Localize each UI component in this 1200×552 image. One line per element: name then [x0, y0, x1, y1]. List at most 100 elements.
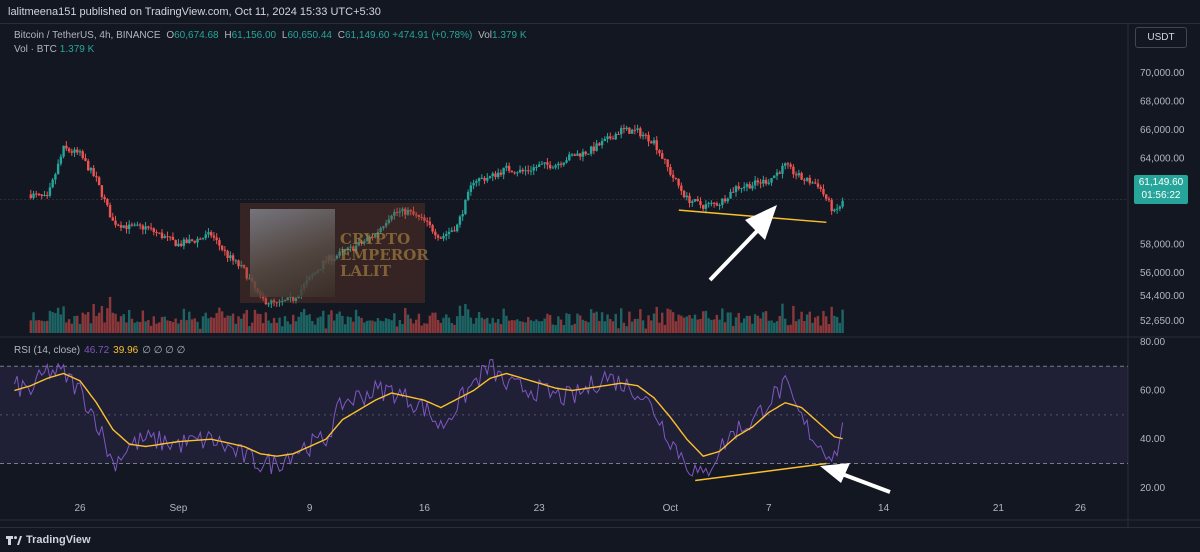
volume-bar	[540, 321, 544, 333]
candle	[718, 205, 721, 207]
candle	[48, 187, 52, 196]
candle	[70, 151, 73, 153]
candle	[666, 159, 669, 168]
volume-bar	[650, 320, 653, 333]
candle	[483, 177, 486, 181]
volume-bar	[417, 313, 421, 333]
candle	[781, 165, 784, 174]
volume-bar	[693, 314, 697, 333]
candle	[606, 136, 609, 140]
volume-bar	[745, 315, 749, 333]
tradingview-logo-icon[interactable]	[6, 528, 22, 552]
candle	[248, 278, 251, 280]
candle	[710, 202, 713, 204]
candle	[130, 224, 134, 226]
candle	[740, 187, 743, 189]
volume-bar	[138, 322, 142, 333]
time-axis-tick: 23	[534, 503, 546, 514]
volume-bar	[584, 320, 587, 333]
candle	[598, 143, 601, 146]
volume-bar	[37, 320, 41, 333]
candle	[387, 219, 391, 224]
volume-bar	[781, 303, 784, 333]
candle	[734, 186, 738, 192]
volume-bar	[311, 320, 314, 333]
candle	[477, 178, 481, 182]
candle	[759, 182, 762, 184]
candle	[838, 206, 842, 209]
candle	[521, 169, 524, 172]
candle	[215, 237, 218, 240]
candle	[825, 194, 828, 199]
volume-bar	[527, 317, 530, 333]
volume-bar	[54, 313, 57, 333]
candle	[368, 236, 371, 239]
volume-bar	[387, 319, 391, 333]
candle	[650, 141, 653, 144]
volume-bar	[568, 314, 571, 333]
volume-bar	[814, 317, 817, 333]
volume-bar	[240, 318, 243, 333]
chart-canvas[interactable]: 70,000.0068,000.0066,000.0064,000.0062,0…	[0, 24, 1200, 527]
symbol-legend[interactable]: Bitcoin / TetherUS, 4h, BINANCE O60,674.…	[14, 30, 527, 41]
volume-bar	[133, 322, 136, 333]
candle	[445, 234, 448, 236]
volume-bar	[179, 319, 183, 333]
rsi-line	[13, 359, 844, 477]
candle	[699, 201, 702, 206]
candle	[92, 168, 95, 177]
volume-bar	[592, 312, 596, 333]
candle	[814, 182, 817, 184]
currency-button[interactable]: USDT	[1135, 27, 1187, 48]
rsi-trendline[interactable]	[695, 462, 827, 482]
candle	[354, 245, 358, 251]
candle	[204, 234, 207, 238]
volume-bar	[543, 318, 546, 333]
volume-bar	[283, 316, 287, 333]
volume-bar	[445, 314, 448, 333]
candle	[201, 237, 205, 239]
symbol-name[interactable]: Bitcoin / TetherUS, 4h, BINANCE	[14, 30, 161, 41]
candle	[29, 194, 32, 199]
candle	[415, 214, 418, 216]
candle	[535, 166, 538, 168]
candle	[218, 239, 221, 246]
volume-bar	[51, 312, 54, 333]
volume-bar	[333, 320, 336, 333]
candle	[538, 164, 541, 167]
candle	[551, 167, 555, 169]
volume-bar	[73, 315, 76, 333]
candle	[745, 184, 749, 187]
candle	[652, 140, 656, 144]
candle	[600, 141, 604, 146]
price-trendline[interactable]	[678, 209, 827, 224]
candle	[292, 296, 295, 301]
volume-bar	[185, 320, 188, 333]
candle	[442, 235, 445, 239]
volume-legend[interactable]: Vol · BTC 1.379 K	[14, 44, 94, 55]
volume-bar	[302, 308, 306, 333]
watermark-text: CRYPTO EMPEROR LALIT	[340, 230, 429, 280]
volume-bar	[343, 324, 347, 333]
published-text: lalitmeena151 published on TradingView.c…	[8, 6, 381, 18]
candle	[286, 297, 289, 301]
rsi-legend[interactable]: RSI (14, close) 46.72 39.96 ∅ ∅ ∅ ∅	[14, 345, 185, 356]
candle	[764, 179, 768, 184]
volume-bar	[674, 321, 678, 333]
volume-bar	[393, 313, 396, 333]
footer-brand[interactable]: TradingView	[26, 534, 91, 546]
volume-bar	[360, 317, 363, 333]
volume-bar	[737, 312, 740, 333]
volume-bar	[62, 306, 65, 333]
volume-bar	[78, 323, 82, 333]
volume-bar	[253, 309, 257, 333]
volume-bar	[710, 319, 713, 333]
volume-bar	[294, 321, 298, 333]
candle	[439, 237, 442, 239]
volume-bar	[764, 311, 768, 333]
volume-bar	[117, 321, 120, 333]
volume-bar	[322, 310, 325, 333]
candle	[141, 225, 145, 230]
vol-label: Vol	[478, 30, 493, 41]
candle	[625, 127, 628, 130]
